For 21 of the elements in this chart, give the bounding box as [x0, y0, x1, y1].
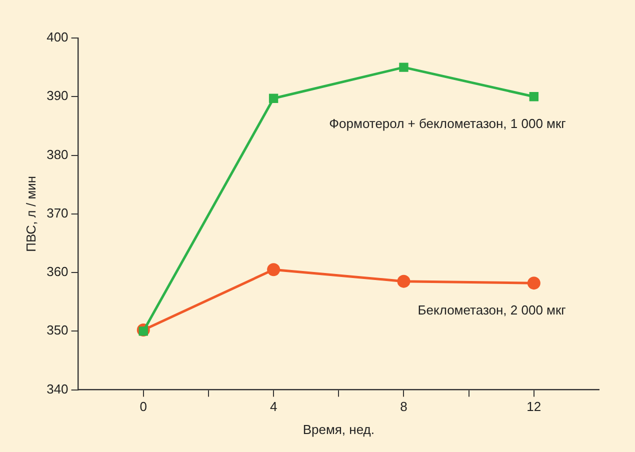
text: Формотерол + беклометазон, 1 000 мкг [329, 116, 566, 132]
x-tick-label: 0 [140, 399, 147, 414]
point [268, 94, 278, 103]
y-tick-label: 340 [46, 381, 68, 396]
point [267, 263, 280, 276]
y-tick-label: 380 [46, 146, 68, 162]
y-axis-title: ПВС, л / мин [23, 176, 38, 252]
point [529, 92, 539, 102]
x-axis-title: Время, нед. [302, 422, 374, 437]
point [399, 62, 408, 72]
point [527, 276, 540, 290]
y-tick-label: 350 [46, 322, 68, 338]
y-tick-label: 360 [46, 264, 68, 280]
series-label: Беклометазон, 2 000 мкг [418, 302, 566, 318]
y-tick-label: 400 [46, 30, 68, 45]
y-tick-label: 370 [46, 205, 68, 220]
x-tick-label: 8 [400, 399, 408, 414]
x-tick-label: 4 [270, 399, 278, 414]
y-tick-label: 390 [46, 88, 68, 104]
point [397, 274, 410, 288]
x-tick-label: 12 [526, 399, 542, 414]
